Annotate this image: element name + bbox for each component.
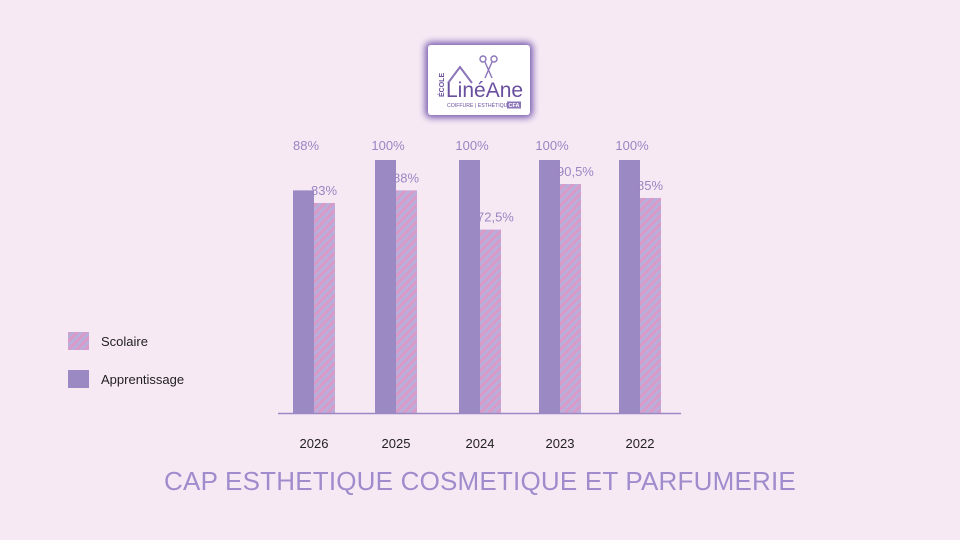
school-logo: ÉCOLE LinéAne COIFFURE | ESTHÉTIQUE CFA: [428, 45, 530, 115]
value-label-apprentissage-2025: 100%: [371, 138, 405, 153]
value-labels-layer: 88% 83% 100% 88% 100% 72,5% 100% 90,5% 100% 85%: [293, 138, 663, 225]
value-label-apprentissage-2023: 100%: [535, 138, 569, 153]
bar-apprentissage-2025: [375, 160, 396, 413]
bar-apprentissage-2023: [539, 160, 560, 413]
bar-scolaire-2025: [396, 190, 417, 413]
legend-label-scolaire: Scolaire: [101, 334, 148, 349]
logo-badge: CFA: [509, 103, 520, 109]
bar-apprentissage-2022: [619, 160, 640, 413]
legend-swatch-apprentissage: [68, 370, 89, 388]
value-label-scolaire-2025: 88%: [393, 170, 419, 185]
value-label-apprentissage-2024: 100%: [455, 138, 489, 153]
logo-tagline: COIFFURE | ESTHÉTIQUE: [447, 102, 511, 109]
value-label-scolaire-2022: 85%: [637, 178, 663, 193]
logo-vertical-text: ÉCOLE: [437, 73, 446, 97]
legend: Scolaire Apprentissage: [68, 332, 184, 388]
logo-badge-bg: [507, 101, 521, 109]
x-tick-2026: 2026: [300, 436, 329, 451]
x-tick-2023: 2023: [546, 436, 575, 451]
chart-title: CAP ESTHETIQUE COSMETIQUE ET PARFUMERIE: [164, 466, 796, 496]
value-label-apprentissage-2022: 100%: [615, 138, 649, 153]
bar-scolaire-2024: [480, 229, 501, 413]
value-label-scolaire-2023: 90,5%: [557, 164, 594, 179]
x-tick-labels: 2026 2025 2024 2023 2022: [300, 436, 655, 451]
bar-scolaire-2026: [314, 203, 335, 413]
bar-scolaire-2023: [560, 184, 581, 413]
bars-layer: [293, 160, 661, 413]
logo-brand: LinéAne: [446, 79, 523, 102]
bar-scolaire-2022: [640, 197, 661, 413]
x-tick-2022: 2022: [626, 436, 655, 451]
legend-label-apprentissage: Apprentissage: [101, 372, 184, 387]
value-label-apprentissage-2026: 88%: [293, 138, 319, 153]
scissors-icon: [479, 55, 498, 79]
value-label-scolaire-2026: 83%: [311, 183, 337, 198]
x-tick-2024: 2024: [466, 436, 495, 451]
bar-apprentissage-2024: [459, 160, 480, 413]
x-tick-2025: 2025: [382, 436, 411, 451]
bar-apprentissage-2026: [293, 190, 314, 413]
legend-swatch-scolaire: [68, 332, 89, 350]
value-label-scolaire-2024: 72,5%: [477, 210, 514, 225]
logo-roof-icon: [447, 65, 473, 84]
